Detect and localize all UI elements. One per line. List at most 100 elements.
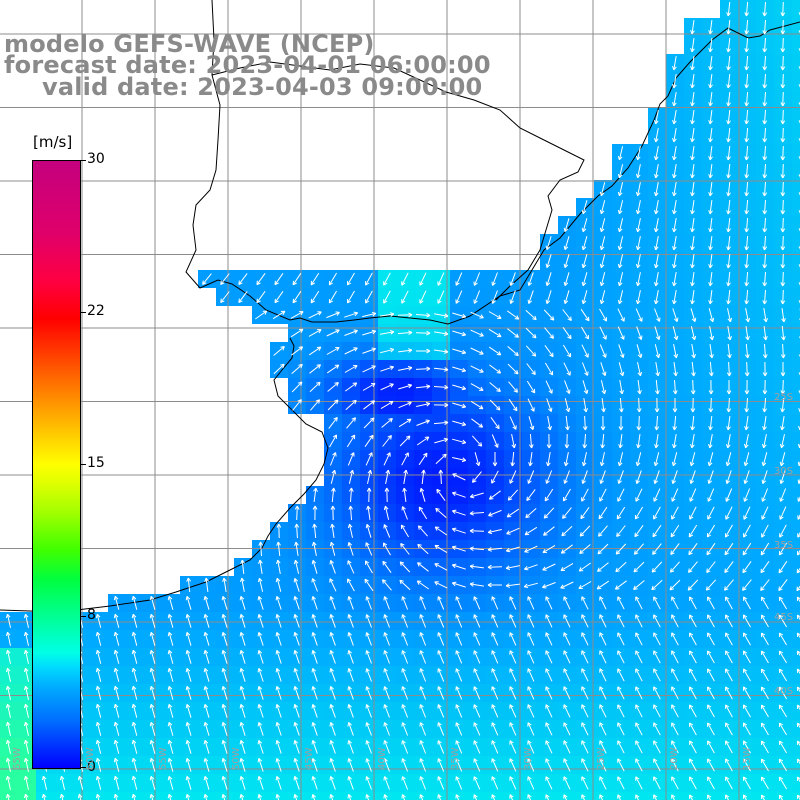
wind-arrow: [599, 182, 606, 197]
wind-arrow: [654, 272, 659, 287]
wind-arrow: [599, 290, 606, 305]
wind-cell: [792, 234, 800, 252]
wind-arrow: [744, 91, 750, 107]
wind-cell: [792, 648, 800, 666]
wind-arrow: [635, 272, 641, 287]
lon-label: 40W: [377, 747, 388, 770]
wind-arrow: [635, 236, 641, 251]
lon-label: 60W: [85, 747, 96, 770]
wind-arrow: [708, 308, 715, 323]
wind-arrow: [617, 272, 624, 287]
wind-arrow: [310, 272, 320, 286]
legend-tick-mark: [80, 312, 86, 313]
wind-arrow: [762, 1, 768, 17]
wind-arrow: [255, 310, 268, 320]
wind-cell: [594, 792, 612, 800]
wind-arrow: [563, 236, 570, 251]
legend-tick-15: 15: [87, 455, 105, 471]
wind-arrow: [708, 290, 713, 305]
wind-cell: [792, 54, 800, 72]
wind-arrow: [220, 273, 230, 285]
wind-arrow: [780, 145, 786, 161]
wind-cell: [792, 666, 800, 684]
wind-arrow: [727, 308, 733, 323]
wind-cell: [792, 522, 800, 540]
wind-cell: [792, 504, 800, 522]
wind-arrow: [744, 271, 750, 287]
wind-arrow: [654, 254, 659, 269]
wind-arrow: [344, 311, 359, 318]
wind-cell: [792, 90, 800, 108]
valid-date: valid date: 2023-04-03 09:00:00: [42, 73, 483, 101]
wind-arrow: [202, 273, 212, 285]
wind-cell: [792, 774, 800, 792]
wind-arrow: [635, 146, 641, 161]
legend-tick-30: 30: [87, 151, 105, 167]
wind-arrow: [545, 254, 552, 269]
wind-arrow: [672, 200, 677, 215]
wind-arrow: [563, 254, 570, 269]
wind-arrow: [744, 289, 750, 305]
wind-cell: [792, 792, 800, 800]
wind-cell: [792, 720, 800, 738]
wind-cell: [792, 576, 800, 594]
wind-arrow: [690, 218, 695, 233]
wind-cell: [684, 792, 702, 800]
wind-arrow: [635, 164, 641, 179]
wind-arrow: [708, 146, 713, 161]
wind-arrow: [726, 55, 731, 71]
wind-cell: [756, 792, 774, 800]
lat-label: 25S: [774, 392, 794, 403]
wind-arrow: [762, 19, 768, 35]
wind-cell: [468, 792, 486, 800]
wind-arrow: [744, 181, 750, 197]
wind-arrow: [726, 1, 731, 17]
wind-arrow: [762, 109, 768, 125]
wind-arrow: [274, 273, 284, 286]
wind-arrow: [708, 20, 713, 35]
wind-arrow: [256, 291, 266, 304]
wind-arrow: [581, 272, 588, 287]
wind-arrow: [726, 217, 731, 233]
wind-arrow: [380, 312, 395, 317]
wind-cell: [774, 792, 792, 800]
wind-cell: [792, 18, 800, 36]
wind-arrow: [672, 110, 677, 125]
wind-arrow: [745, 308, 751, 323]
wind-arrow: [347, 290, 355, 304]
wind-arrow: [654, 200, 659, 215]
wind-cell: [792, 612, 800, 630]
wind-arrow: [762, 37, 768, 53]
wind-cell: [612, 792, 630, 800]
wind-arrow: [762, 289, 768, 305]
wind-arrow: [780, 199, 786, 215]
wind-arrow: [744, 253, 750, 269]
legend-tick-22: 22: [87, 303, 105, 319]
wind-arrow: [415, 312, 431, 318]
wind-arrow: [780, 217, 786, 233]
wind-arrow: [744, 37, 750, 53]
wind-arrow: [617, 236, 624, 251]
lat-label: 30S: [774, 466, 794, 477]
wind-arrow: [708, 254, 713, 269]
wind-cell: [450, 792, 468, 800]
wind-cell: [792, 0, 800, 18]
wind-arrow: [452, 312, 467, 319]
wind-arrow: [726, 109, 731, 125]
wind-arrow: [617, 290, 624, 305]
wind-arrow: [726, 37, 731, 53]
wind-cell: [792, 288, 800, 306]
wind-arrows: [5, 1, 800, 800]
wind-arrow: [310, 290, 320, 304]
wind-arrow: [762, 217, 768, 233]
wind-arrow: [780, 127, 786, 143]
wind-arrow: [708, 56, 713, 71]
wind-arrow: [437, 272, 445, 286]
wind-arrow: [690, 74, 695, 89]
wind-arrow: [654, 128, 659, 143]
wind-arrow: [401, 272, 409, 286]
wind-arrow: [507, 310, 520, 320]
wind-cell: [792, 270, 800, 288]
wind-arrow: [654, 110, 659, 125]
lat-label: 45S: [774, 612, 794, 623]
